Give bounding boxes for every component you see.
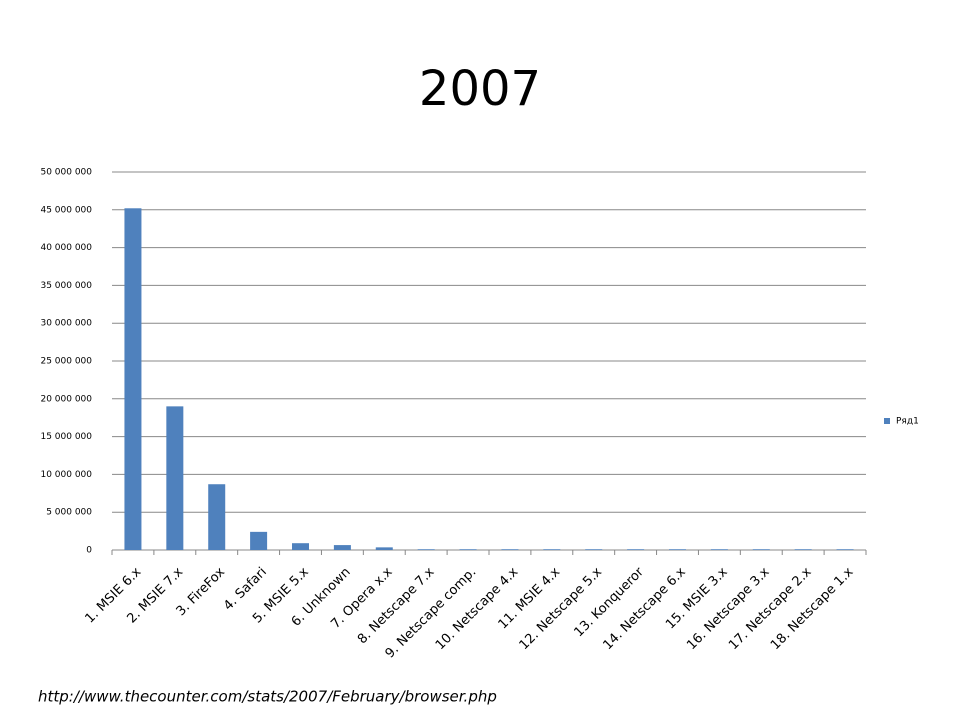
bar — [794, 549, 812, 550]
legend-label: Ряд1 — [896, 417, 919, 427]
y-tick-label: 0 — [86, 546, 92, 556]
y-tick-label: 45 000 000 — [40, 205, 92, 215]
bar — [836, 549, 854, 550]
bar — [669, 549, 686, 550]
bar — [375, 547, 393, 550]
y-tick-label: 15 000 000 — [40, 432, 92, 442]
y-tick-label: 30 000 000 — [40, 319, 92, 329]
y-tick-label: 50 000 000 — [40, 168, 92, 178]
y-tick-label: 10 000 000 — [40, 470, 92, 480]
chart-title: 2007 — [419, 61, 541, 117]
y-tick-label: 25 000 000 — [40, 357, 92, 367]
bar — [752, 549, 770, 550]
bar — [166, 406, 184, 550]
bar — [710, 549, 728, 550]
bar — [417, 549, 435, 550]
y-tick-label: 20 000 000 — [40, 394, 92, 404]
bar — [333, 545, 351, 550]
bar — [585, 549, 603, 550]
bar — [543, 549, 561, 550]
bar — [208, 484, 226, 550]
bar — [292, 543, 309, 550]
bar — [627, 549, 645, 550]
y-tick-label: 5 000 000 — [46, 508, 92, 518]
legend-swatch — [884, 418, 890, 424]
bar — [501, 549, 519, 550]
bar — [459, 549, 477, 550]
x-tick-label: 8. Netscape 7.x — [355, 564, 438, 647]
x-tick-label: 18. Netscape 1.x — [768, 564, 857, 653]
y-tick-label: 40 000 000 — [40, 243, 92, 253]
y-tick-label: 35 000 000 — [40, 281, 92, 291]
source-text: http://www.thecounter.com/stats/2007/Feb… — [38, 688, 497, 706]
bar — [250, 531, 268, 550]
bar — [124, 208, 142, 550]
